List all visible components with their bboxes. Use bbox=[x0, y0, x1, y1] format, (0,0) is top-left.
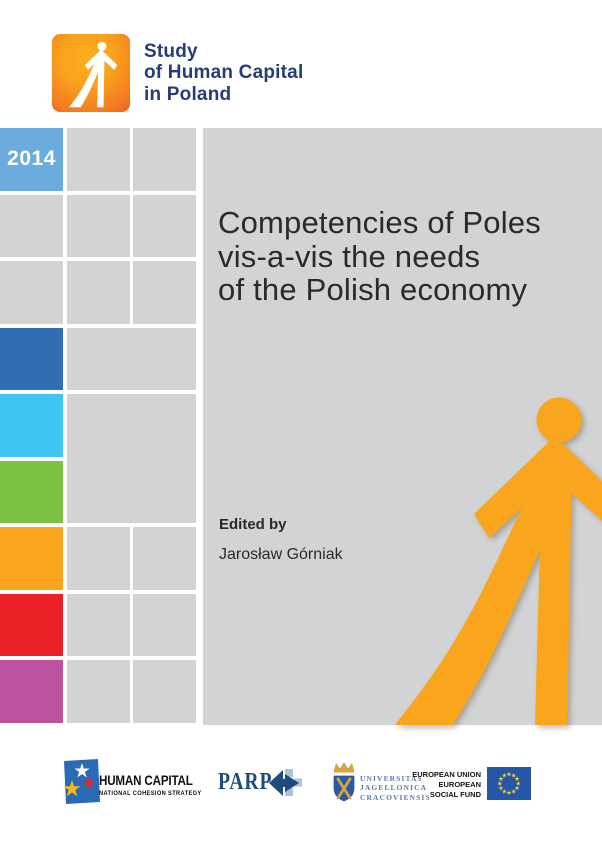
grid-cell bbox=[0, 460, 63, 523]
brand-line: Study bbox=[144, 40, 198, 62]
year-grid: 2014 bbox=[0, 128, 196, 723]
human-capital-flag-icon bbox=[63, 759, 100, 804]
grid-cell bbox=[133, 261, 196, 324]
university-line: CRACOVIENSIS bbox=[360, 792, 431, 802]
university-line: JAGELLONICA bbox=[360, 783, 428, 793]
brand-line: of Human Capital bbox=[144, 62, 304, 84]
grid-cell bbox=[0, 394, 63, 457]
figure-man-icon bbox=[69, 41, 118, 108]
university-line: UNIVERSITAS bbox=[360, 774, 423, 783]
figure-man-icon bbox=[394, 397, 602, 725]
grid-cell bbox=[66, 593, 130, 656]
edited-by-label: Edited by bbox=[219, 516, 287, 533]
eu-line: SOCIAL FUND bbox=[429, 789, 481, 799]
brand-logo bbox=[52, 34, 130, 112]
cover-title: Competencies of Poles vis-a-vis the need… bbox=[218, 206, 541, 307]
grid-cell bbox=[66, 128, 130, 191]
grid-cell bbox=[0, 593, 63, 656]
grid-cell bbox=[0, 527, 63, 590]
year-badge: 2014 bbox=[7, 147, 56, 171]
eu-line: EUROPEAN bbox=[438, 779, 481, 789]
grid-cell bbox=[133, 128, 196, 191]
grid-cell bbox=[133, 527, 196, 590]
human-capital-subtitle: NATIONAL COHESION STRATEGY bbox=[99, 790, 202, 797]
parp-logo-text: PARP bbox=[218, 769, 273, 795]
grid-cell bbox=[66, 394, 196, 523]
cover-panel: Competencies of Poles vis-a-vis the need… bbox=[203, 128, 602, 725]
cover-title-line: Competencies of Poles bbox=[218, 205, 541, 240]
human-capital-title: HUMAN CAPITAL bbox=[99, 773, 193, 788]
eu-label: EUROPEAN UNION EUROPEAN SOCIAL FUND bbox=[408, 770, 481, 799]
grid-cell bbox=[66, 261, 130, 324]
grid-cell bbox=[133, 593, 196, 656]
grid-cell bbox=[0, 660, 63, 723]
brand-title: Study of Human Capital in Poland bbox=[144, 41, 303, 106]
editor-block: Edited by Jarosław Górniak bbox=[219, 516, 343, 564]
cover-title-line: vis-a-vis the needs bbox=[218, 238, 481, 274]
grid-cell bbox=[66, 327, 196, 390]
brand-line: in Poland bbox=[144, 83, 232, 105]
grid-cell bbox=[66, 194, 130, 257]
editor-name: Jarosław Górniak bbox=[219, 546, 343, 563]
parp-logo-icon bbox=[269, 769, 302, 796]
grid-cell bbox=[133, 194, 196, 257]
university-label: UNIVERSITAS JAGELLONICA CRACOVIENSIS bbox=[360, 774, 431, 802]
grid-cell bbox=[0, 327, 63, 390]
grid-cell bbox=[66, 527, 130, 590]
grid-cell bbox=[0, 194, 63, 257]
eu-line: EUROPEAN UNION bbox=[412, 770, 481, 779]
brand-logo-block: Study of Human Capital in Poland bbox=[52, 34, 303, 112]
grid-cell bbox=[133, 660, 196, 723]
grid-cell bbox=[0, 261, 63, 324]
eu-flag-icon bbox=[487, 767, 531, 800]
grid-cell bbox=[66, 660, 130, 723]
university-crest-icon bbox=[332, 762, 356, 803]
year-cell: 2014 bbox=[0, 128, 63, 191]
cover-title-line: of the Polish economy bbox=[218, 272, 528, 307]
human-capital-label: HUMAN CAPITAL NATIONAL COHESION STRATEGY bbox=[99, 773, 216, 797]
